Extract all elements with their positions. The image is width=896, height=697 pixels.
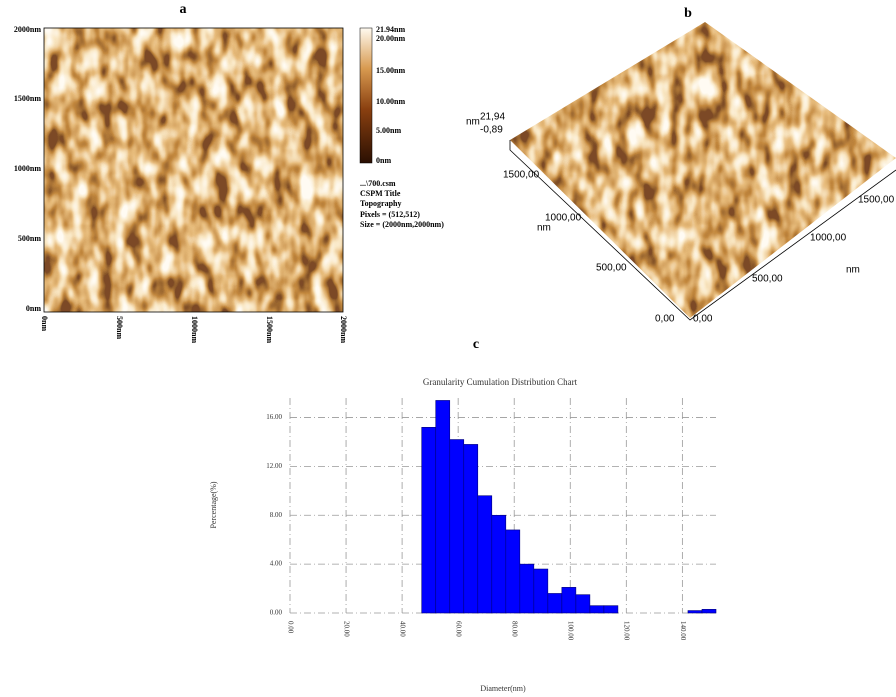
info-text: Pixels = (512,512) [360, 210, 420, 219]
x-tick-label: 1000nm [190, 316, 199, 343]
colorbar-label: 0nm [376, 156, 391, 165]
x-tick-label: 2000nm [339, 316, 348, 343]
bar [533, 568, 549, 614]
bar [477, 495, 493, 614]
x-tick-label: 1500nm [265, 316, 274, 343]
bar [421, 427, 437, 614]
bar [491, 514, 507, 614]
y-tick-label: 8.00 [270, 511, 283, 519]
bar [547, 593, 563, 614]
y-unit: nm [537, 223, 551, 234]
colorbar-label: 15.00nm [376, 66, 405, 75]
panel-label: b [684, 6, 692, 21]
colorbar-label: 5.00nm [376, 126, 401, 135]
y-tick-label: 12.00 [266, 462, 282, 470]
bar [505, 529, 521, 614]
colorbar-label: 10.00nm [376, 97, 405, 106]
z-unit: nm [466, 117, 480, 128]
surface-3d [510, 22, 896, 318]
info-text: Topography [360, 199, 402, 208]
y-tick-label: 1500,00 [503, 170, 540, 181]
bar [519, 563, 535, 614]
x-tick-label: 120.00 [623, 621, 631, 641]
bar [435, 400, 451, 614]
colorbar-label: 20.00nm [376, 34, 405, 43]
y-tick-label: 1000,00 [545, 213, 582, 224]
colorbar [359, 27, 373, 164]
surface-frame [509, 140, 896, 321]
y-tick-label: 16.00 [266, 413, 282, 421]
bar [701, 609, 717, 614]
bar [603, 605, 619, 614]
panel-label: a [180, 2, 187, 17]
x-tick-label: 100.00 [567, 621, 575, 641]
y-tick-label: 500nm [18, 234, 41, 243]
bar [561, 587, 577, 614]
chart-title: Granularity Cumulation Distribution Char… [423, 377, 578, 387]
colorbar-label: 21.94nm [376, 25, 405, 34]
bar [687, 610, 703, 614]
bar [575, 594, 591, 614]
info-text: CSPM Title [360, 189, 401, 198]
x-tick-label: 0.00 [286, 621, 294, 634]
y-tick-label: 1500nm [14, 94, 41, 103]
panel-label: c [473, 337, 479, 352]
x-axis-label: Diameter(nm) [480, 684, 526, 693]
x-tick-label: 500,00 [752, 274, 783, 285]
bar [449, 439, 465, 614]
bar [463, 444, 479, 614]
x-tick-label: 500nm [115, 316, 124, 339]
y-tick-label: 500,00 [596, 263, 627, 274]
info-text: ...\700.csm [360, 179, 396, 188]
x-tick-label: 20.00 [342, 621, 350, 637]
histogram-chart: 0.00 4.00 8.00 12.00 16.00 0.00 20.00 40.00 60.0… [209, 377, 717, 693]
bar [589, 605, 605, 614]
x-tick-label: 0,00 [693, 314, 713, 325]
y-tick-label: 0.00 [270, 609, 283, 617]
x-tick-label: 140.00 [679, 621, 687, 641]
x-tick-label: 60.00 [455, 621, 463, 637]
x-tick-label: 40.00 [398, 621, 406, 637]
y-tick-label: 2000nm [14, 25, 41, 34]
z-max: 21,94 [480, 112, 505, 123]
y-tick-label: 1000nm [14, 164, 41, 173]
x-tick-label: 0nm [40, 316, 49, 331]
y-tick-label: 4.00 [270, 560, 283, 568]
y-tick-label: 0,00 [655, 314, 675, 325]
info-text: Size = (2000nm,2000nm) [360, 220, 444, 229]
image-frame [43, 27, 344, 313]
x-tick-label: 1500,00 [858, 195, 895, 206]
y-axis-label: Percentage(%) [209, 481, 218, 528]
afm-image [44, 28, 343, 312]
surface-texture [510, 22, 896, 318]
x-unit: nm [846, 265, 860, 276]
x-tick-label: 1000,00 [810, 233, 847, 244]
y-tick-label: 0nm [26, 304, 41, 313]
x-tick-label: 80.00 [511, 621, 519, 637]
z-min: -0,89 [480, 125, 503, 136]
